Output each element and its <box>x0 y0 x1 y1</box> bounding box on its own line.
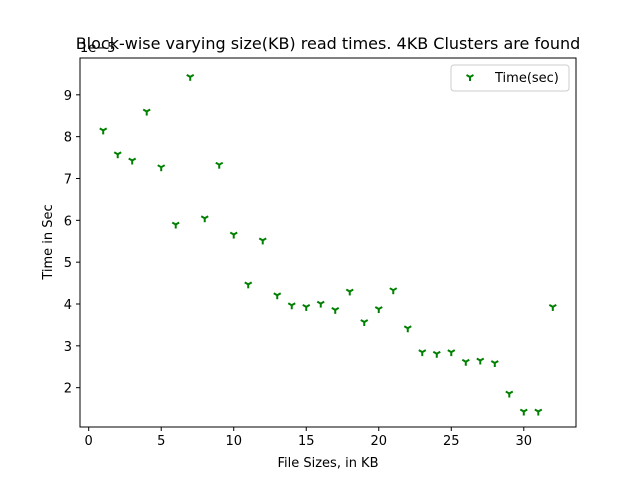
y-tick-label: 4 <box>64 298 72 313</box>
legend-label: Time(sec) <box>494 71 559 86</box>
data-point <box>128 157 137 165</box>
y-tick-label: 9 <box>64 89 72 104</box>
data-point <box>287 302 296 310</box>
y-tick-label: 6 <box>64 214 72 229</box>
x-axis: 0 5 10 15 20 25 30 <box>85 427 533 449</box>
data-point <box>534 408 543 416</box>
data-point <box>360 319 369 326</box>
data-points <box>99 73 557 416</box>
data-point <box>171 221 180 229</box>
y-offset-label: 1e−5 <box>80 41 115 56</box>
data-point <box>505 390 514 398</box>
data-point <box>374 306 383 314</box>
plot-area <box>79 57 577 428</box>
x-tick-label: 10 <box>225 434 242 449</box>
legend-box <box>450 64 570 92</box>
x-axis-label: File Sizes, in KB <box>277 456 378 471</box>
data-point <box>345 288 354 296</box>
data-point <box>186 73 195 81</box>
data-point <box>200 215 209 223</box>
data-point <box>157 164 166 172</box>
data-point <box>244 281 253 289</box>
data-point <box>476 357 485 365</box>
data-point <box>548 304 557 311</box>
y-tick-label: 5 <box>64 256 72 271</box>
x-tick-label: 5 <box>157 434 165 449</box>
data-point <box>258 237 267 245</box>
data-point <box>273 292 282 300</box>
y-tick-label: 2 <box>64 382 72 397</box>
legend: Time(sec) <box>450 64 570 92</box>
y-axis: 2 3 4 5 6 7 8 9 <box>64 89 80 397</box>
x-tick-label: 0 <box>85 434 93 449</box>
data-point <box>215 161 224 169</box>
y-tick-label: 3 <box>64 340 72 355</box>
data-point <box>447 349 456 357</box>
data-point <box>490 360 499 367</box>
data-point <box>461 358 470 366</box>
data-point <box>432 350 441 358</box>
data-point <box>99 127 108 135</box>
data-point <box>331 306 340 314</box>
data-point <box>418 349 427 357</box>
y-tick-label: 8 <box>64 131 72 146</box>
chart-title: Block-wise varying size(KB) read times. … <box>76 34 581 53</box>
data-point <box>519 408 528 416</box>
data-point <box>113 151 122 159</box>
legend-marker-symbol <box>466 74 474 81</box>
data-point <box>316 300 325 308</box>
y-axis-label: Time in Sec <box>41 204 56 280</box>
y-tick-label: 7 <box>64 172 72 187</box>
legend-marker <box>466 74 474 81</box>
x-tick-label: 15 <box>298 434 315 449</box>
x-tick-label: 30 <box>516 434 533 449</box>
data-point <box>142 108 151 116</box>
x-tick-label: 20 <box>370 434 387 449</box>
data-point <box>389 287 398 295</box>
data-point <box>229 231 238 239</box>
data-point <box>403 325 412 333</box>
data-point <box>302 304 311 311</box>
x-tick-label: 25 <box>443 434 460 449</box>
